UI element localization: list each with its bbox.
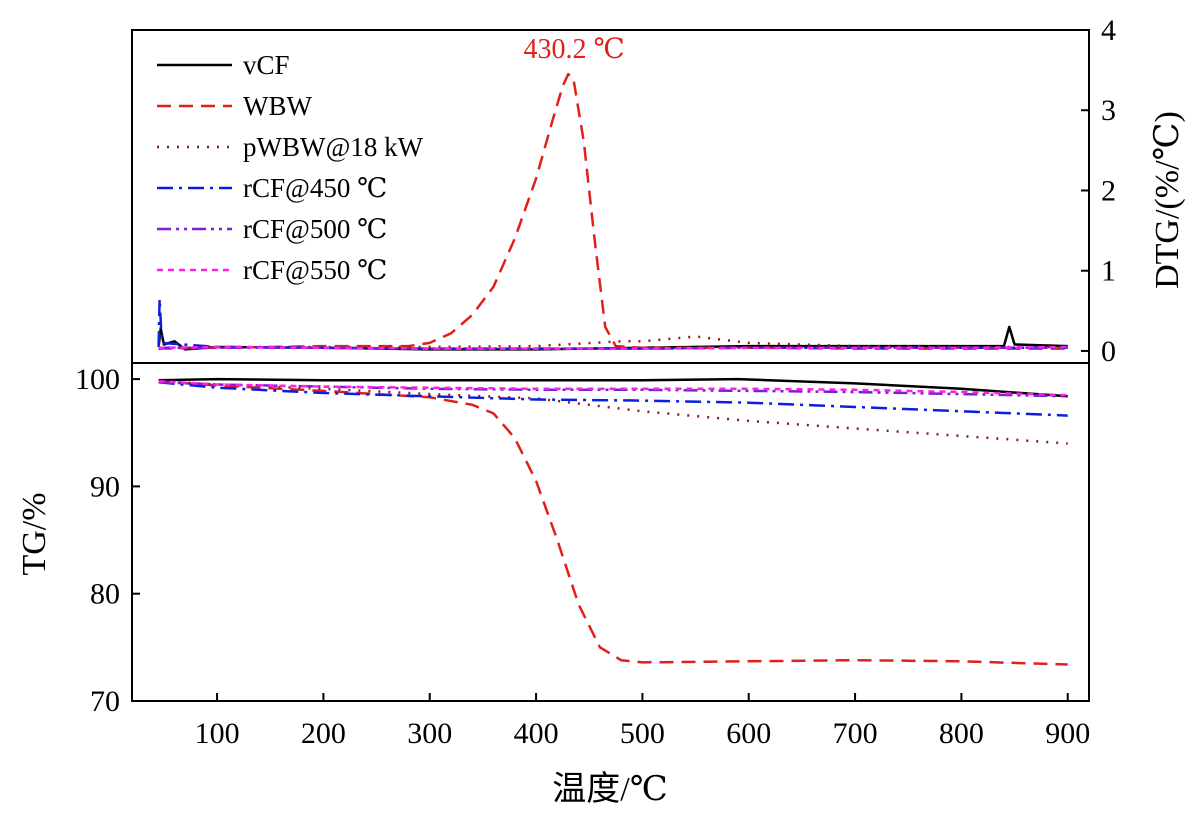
tg-panel: 70 80 90 100 TG/% bbox=[16, 362, 1090, 718]
legend: vCF WBW pWBW@18 kW rCF@450 ℃ rCF@500 ℃ rCF@55… bbox=[157, 50, 424, 285]
dtg-series-group bbox=[157, 72, 1068, 351]
dtg-panel: 0 1 2 3 4 DTG/(%/℃) 430.2 ℃ bbox=[131, 14, 1186, 368]
x-tick-label: 100 bbox=[195, 717, 240, 750]
x-tick-label: 700 bbox=[833, 717, 878, 750]
tg-axis: 70 80 90 100 bbox=[75, 363, 140, 718]
dtg-line-4 bbox=[157, 297, 1068, 350]
legend-label: rCF@550 ℃ bbox=[243, 255, 387, 285]
tg-tick-label: 80 bbox=[90, 578, 120, 611]
x-axis-title: 温度/℃ bbox=[552, 770, 667, 808]
legend-label: WBW bbox=[243, 91, 312, 121]
dtg-tick-label: 3 bbox=[1101, 94, 1116, 127]
dtg-line-6 bbox=[158, 345, 1068, 350]
dtg-tick-label: 2 bbox=[1101, 174, 1116, 207]
legend-label: rCF@500 ℃ bbox=[243, 214, 387, 244]
tg-tick-label: 100 bbox=[75, 363, 120, 396]
dtg-tick-label: 1 bbox=[1101, 255, 1116, 288]
x-tick-label: 300 bbox=[407, 717, 452, 750]
x-tick-label: 400 bbox=[514, 717, 559, 750]
tg-tick-label: 70 bbox=[90, 685, 120, 718]
tg-panel-frame bbox=[131, 362, 1090, 702]
x-tick-label: 500 bbox=[620, 717, 665, 750]
legend-label: rCF@450 ℃ bbox=[243, 173, 387, 203]
dtg-axis: 0 1 2 3 4 bbox=[1081, 14, 1116, 368]
x-tick-label: 600 bbox=[726, 717, 771, 750]
tg-line-1 bbox=[158, 377, 1068, 398]
dtg-tick-label: 4 bbox=[1101, 14, 1116, 47]
x-axis: 100 200 300 400 500 600 700 800 900 bbox=[195, 693, 1090, 750]
legend-label: pWBW@18 kW bbox=[243, 132, 424, 162]
dtg-axis-title: DTG/(%/℃) bbox=[1149, 111, 1186, 289]
tg-line-6 bbox=[158, 379, 1068, 397]
tg-line-2 bbox=[158, 379, 1068, 666]
x-tick-label: 200 bbox=[301, 717, 346, 750]
dtg-tick-label: 0 bbox=[1101, 335, 1116, 368]
x-tick-label: 800 bbox=[939, 717, 984, 750]
legend-label: vCF bbox=[243, 50, 290, 80]
x-tick-label: 900 bbox=[1045, 717, 1090, 750]
tg-series-group bbox=[158, 377, 1068, 666]
tg-tick-label: 90 bbox=[90, 470, 120, 503]
peak-annotation: 430.2 ℃ bbox=[524, 34, 625, 65]
tg-line-4 bbox=[158, 381, 1068, 417]
tg-axis-title: TG/% bbox=[16, 492, 53, 575]
